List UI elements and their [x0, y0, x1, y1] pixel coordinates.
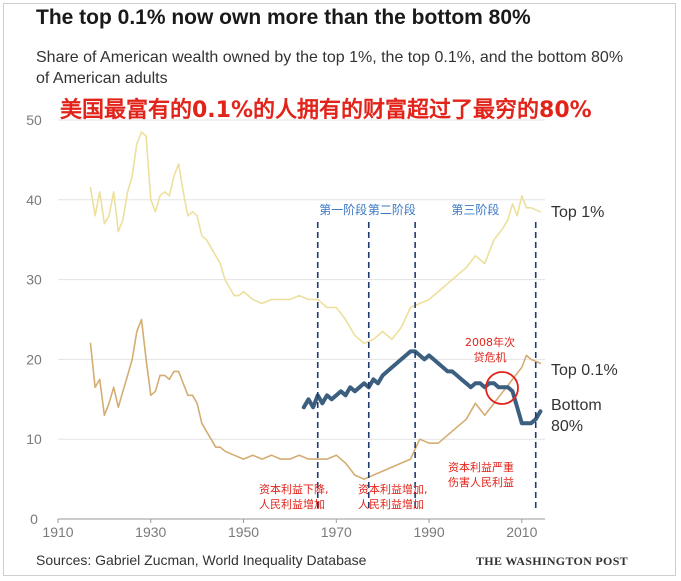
annotation-text: 伤害人民利益	[448, 475, 514, 489]
x-tick-label: 1910	[42, 524, 73, 540]
annotation-text: 2008年次	[465, 335, 515, 349]
series-label: Top 1%	[551, 204, 604, 221]
y-tick-label: 10	[26, 431, 42, 447]
annotation-text: 贷危机	[474, 350, 507, 364]
series-label: 80%	[551, 418, 583, 435]
x-tick-label: 1970	[321, 524, 352, 540]
series-line-bottom-80-	[301, 349, 543, 426]
y-tick-label: 20	[26, 351, 42, 367]
y-tick-label: 40	[26, 192, 42, 208]
overlay-caption: 美国最富有的0.1%的人拥有的财富超过了最穷的80%	[60, 98, 592, 123]
phase-label: 第二阶段	[368, 202, 416, 217]
crisis-circle-marker	[485, 371, 519, 405]
annotation-text: 资本利益下降,	[259, 482, 329, 496]
series-label: Top 0.1%	[551, 362, 618, 379]
phase-label: 第三阶段	[451, 202, 499, 217]
chart-subtitle: Share of American wealth owned by the to…	[36, 49, 624, 87]
series-label: Bottom	[551, 397, 602, 414]
annotation-text: 资本利益增加,	[358, 482, 428, 496]
x-tick-label: 1990	[413, 524, 444, 540]
publisher-logo: THE WASHINGTON POST	[476, 554, 628, 568]
x-tick-label: 2010	[506, 524, 537, 540]
y-tick-label: 30	[26, 272, 42, 288]
annotation-text: 人民利益增加	[259, 497, 325, 511]
x-tick-label: 1930	[135, 524, 166, 540]
series-line-top-0-1-	[89, 318, 542, 480]
x-tick-label: 1950	[228, 524, 259, 540]
y-tick-label: 50	[26, 112, 42, 128]
image-frame	[3, 3, 676, 576]
phase-label: 第一阶段	[319, 202, 367, 217]
y-tick-label: 0	[30, 511, 38, 527]
annotation-text: 资本利益严重	[448, 460, 514, 474]
series-line-top-1-	[89, 131, 542, 345]
chart-title: The top 0.1% now own more than the botto…	[36, 6, 531, 29]
annotation-text: 人民利益增加	[358, 497, 424, 511]
source-note: Sources: Gabriel Zucman, World Inequalit…	[36, 552, 367, 568]
